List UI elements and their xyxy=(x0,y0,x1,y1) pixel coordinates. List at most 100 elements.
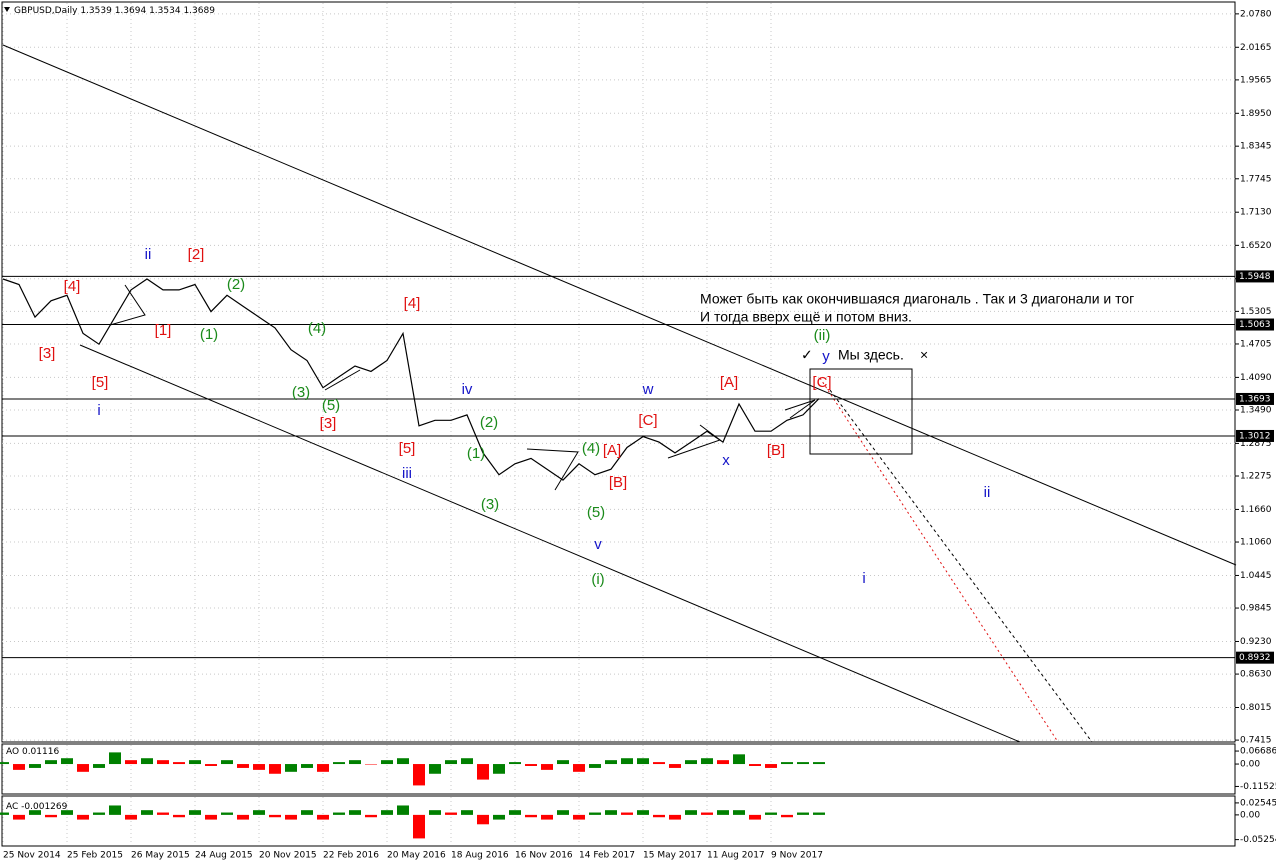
symbol: GBPUSD,Daily xyxy=(14,6,78,16)
histogram-bar xyxy=(781,762,793,765)
y-tick-label: 1.4705 xyxy=(1240,339,1272,349)
histogram-bar xyxy=(637,758,649,765)
wave-label: [3] xyxy=(320,415,337,432)
y-tick-label: 1.0445 xyxy=(1240,571,1272,581)
wave-label: (1) xyxy=(200,326,218,343)
histogram-bar xyxy=(333,812,345,815)
x-tick-label: 15 May 2017 xyxy=(643,851,702,861)
x-tick-label: 14 Feb 2017 xyxy=(579,851,635,861)
histogram-bar xyxy=(109,752,121,765)
histogram-bar xyxy=(685,810,697,815)
histogram-bar xyxy=(125,760,137,765)
histogram-bar xyxy=(285,764,297,772)
histogram-bar xyxy=(189,810,201,815)
wave-label: (ii) xyxy=(814,327,831,344)
histogram-bar xyxy=(813,762,825,765)
histogram-bar xyxy=(333,762,345,765)
histogram-bar xyxy=(717,810,729,815)
trend-line xyxy=(79,344,1021,743)
histogram-bar xyxy=(733,810,745,815)
histogram-bar xyxy=(29,810,41,815)
histogram-bar xyxy=(269,814,281,818)
histogram-bar xyxy=(733,754,745,765)
y-tick-label: 1.2875 xyxy=(1240,439,1272,449)
close: 1.3689 xyxy=(183,6,215,16)
histogram-bar xyxy=(461,810,473,815)
histogram-bar xyxy=(621,758,633,765)
note: Может быть как окончившаяся диагональ . … xyxy=(700,291,1134,307)
wave-label: x xyxy=(722,452,730,469)
histogram-bar xyxy=(13,814,25,820)
wave-label: [5] xyxy=(399,440,416,457)
x-tick-label: 25 Feb 2015 xyxy=(67,851,123,861)
histogram-bar xyxy=(589,812,601,815)
y-tick-label: 0.06686 xyxy=(1240,747,1276,757)
y-tick-label: 0.7415 xyxy=(1240,736,1272,746)
level-tag xyxy=(1236,270,1274,283)
level-label: 0.8932 xyxy=(1239,653,1271,663)
wave-label: (2) xyxy=(480,414,498,431)
histogram-bar xyxy=(701,812,713,815)
histogram-bar xyxy=(61,758,73,765)
cross-mark: × xyxy=(920,347,928,363)
wave-label: [A] xyxy=(603,442,621,459)
histogram-bar xyxy=(221,812,233,815)
histogram-bar xyxy=(749,764,761,766)
y-tick-label: 1.1060 xyxy=(1240,538,1272,548)
histogram-bar xyxy=(221,760,233,765)
x-tick-label: 16 Nov 2016 xyxy=(515,851,573,861)
wave-label: [B] xyxy=(767,442,785,459)
y-tick-label: 1.1660 xyxy=(1240,505,1272,515)
histogram-bar xyxy=(125,814,137,820)
histogram-bar xyxy=(669,814,681,820)
wave-label: ii xyxy=(984,484,991,501)
histogram-bar xyxy=(525,764,537,766)
low: 1.3534 xyxy=(149,6,181,16)
y-tick-label: 1.8950 xyxy=(1240,109,1272,119)
ac-header: AC -0.001269 xyxy=(6,802,68,812)
y-tick-label: -0.05254 xyxy=(1240,835,1276,845)
triangle-line xyxy=(526,448,579,491)
histogram-bar xyxy=(301,810,313,815)
wave-label: iii xyxy=(402,465,412,482)
level-label: 1.3012 xyxy=(1239,431,1271,441)
histogram-bar xyxy=(157,760,169,765)
histogram-bar xyxy=(573,814,585,820)
histogram-bar xyxy=(237,814,249,820)
histogram-bar xyxy=(797,812,809,815)
y-tick-label: 0.8015 xyxy=(1240,703,1272,713)
wave-label: iv xyxy=(462,381,473,398)
ao-panel xyxy=(1,743,1236,795)
wave-label: (1) xyxy=(467,445,485,462)
histogram-bar xyxy=(349,810,361,815)
plot: 25 Nov 2014 25 Feb 2015 26 May 2015 24 Aug … xyxy=(0,9,1276,861)
histogram-bar xyxy=(141,810,153,815)
histogram-bar xyxy=(461,758,473,765)
wave-label: [C] xyxy=(812,374,831,391)
wave-label: (3) xyxy=(481,496,499,513)
histogram-bar xyxy=(205,764,217,766)
histogram-bar xyxy=(237,764,249,768)
wave-label: [4] xyxy=(64,278,81,295)
histogram-bar xyxy=(765,764,777,768)
histogram-bar xyxy=(0,762,9,765)
histogram-bar xyxy=(717,760,729,765)
histogram-bar xyxy=(429,810,441,815)
ao-header: AO 0.01116 xyxy=(6,747,59,757)
level-label: 1.5948 xyxy=(1239,272,1271,282)
wave-label: [B] xyxy=(609,474,627,491)
histogram-bar xyxy=(397,758,409,765)
wave-label: (5) xyxy=(587,504,605,521)
histogram-bar xyxy=(365,764,377,765)
wave-label: [3] xyxy=(39,345,56,362)
histogram-bar xyxy=(141,758,153,765)
histogram-bar xyxy=(669,764,681,768)
level-tag xyxy=(1236,392,1274,405)
wave-label: [A] xyxy=(720,374,738,391)
histogram-bar xyxy=(109,805,121,815)
check-mark: ✓ xyxy=(801,347,813,363)
wave-label: ii xyxy=(145,246,152,263)
open: 1.3539 xyxy=(80,6,112,16)
histogram-bar xyxy=(477,814,489,825)
